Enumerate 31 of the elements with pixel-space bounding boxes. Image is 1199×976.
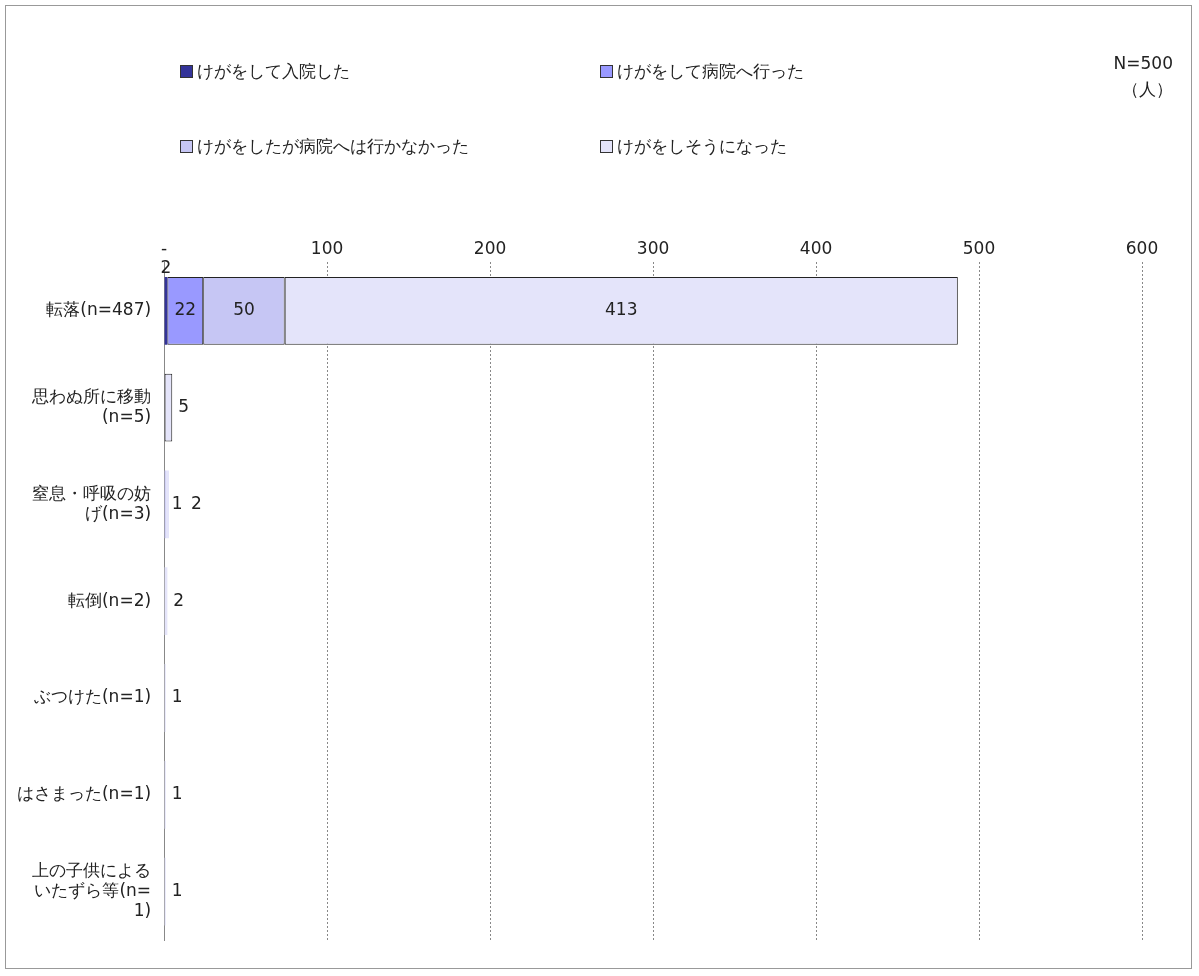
data-label: 2 <box>190 492 202 513</box>
data-label: 1 <box>171 492 183 513</box>
x-tick-label: 300 <box>636 237 670 258</box>
data-label: 413 <box>605 299 638 320</box>
data-label: 1 <box>171 880 183 901</box>
x-tick-label: 400 <box>799 237 833 258</box>
data-label: 1 <box>171 783 183 804</box>
data-label: 2 <box>173 589 185 610</box>
y-tick-label: ぶつけた(n=1) <box>33 686 152 707</box>
y-tick-label: 窒息・呼吸の妨げ(n=3) <box>32 482 152 524</box>
data-label: 1 <box>171 686 183 707</box>
legend-label: けがをして入院した <box>197 60 350 83</box>
x-tick-label: 200 <box>473 237 507 258</box>
data-label: 50 <box>233 299 255 320</box>
y-tick-label: 思わぬ所に移動(n=5) <box>31 385 152 427</box>
legend-label: けがをしたが病院へは行かなかった <box>197 135 469 158</box>
y-tick-label: はさまった(n=1) <box>16 783 152 804</box>
data-label: 22 <box>174 299 197 320</box>
legend-label: けがをして病院へ行った <box>617 60 804 83</box>
x-tick-label: 100 <box>310 237 344 258</box>
x-tick-label: 500 <box>962 237 996 258</box>
legend-label: けがをしそうになった <box>617 135 787 158</box>
x-tick-label: - <box>161 237 168 258</box>
y-tick-label: 上の子供によるいたずら等(n=1) <box>32 859 152 921</box>
y-tick-label: 転落(n=487) <box>46 299 152 320</box>
y-tick-label: 転倒(n=2) <box>67 589 152 610</box>
text: （人） <box>1121 78 1173 101</box>
data-label: 2 <box>160 257 172 278</box>
data-label: 5 <box>178 396 190 417</box>
x-tick-label: 600 <box>1125 237 1159 258</box>
text: N=500 <box>1113 52 1173 75</box>
